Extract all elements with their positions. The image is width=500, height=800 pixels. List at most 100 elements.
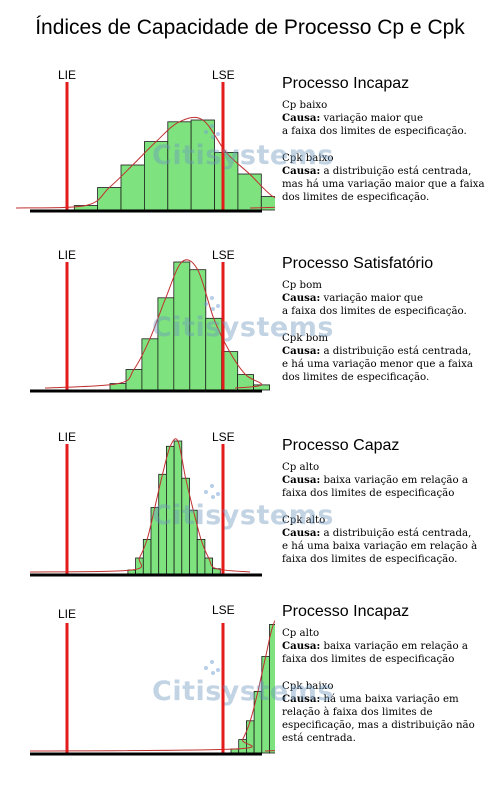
panel-heading: Processo Satisfatório <box>282 255 434 272</box>
cpk-status: Cpk baixo <box>282 681 334 692</box>
panel-description: Processo Incapaz Cp alto Causa: baixa va… <box>282 602 497 759</box>
cp-cause-line: a faixa dos limites de especificação. <box>282 126 467 137</box>
panel-incapaz-low-cp: LIE LSE Processo Incapaz Cp baixo Causa:… <box>0 60 500 250</box>
lse-label: LSE <box>212 430 235 444</box>
histogram-bar <box>173 261 191 391</box>
cause-label: Causa: <box>282 640 321 652</box>
page-title: Índices de Capacidade de Processo Cp e C… <box>35 16 465 39</box>
histogram-bar <box>120 164 145 211</box>
distribution-curve <box>15 116 275 209</box>
histogram-bar <box>173 440 183 575</box>
cpk-cause-line: dos limites de especificação. <box>282 372 430 383</box>
cause-label: Causa: <box>282 474 321 486</box>
cp-block: Cp alto Causa: baixa variação em relação… <box>282 461 497 500</box>
cp-cause-text: baixa variação em relação a <box>320 475 468 486</box>
lse-label: LSE <box>212 68 235 82</box>
histogram-bar <box>142 539 152 575</box>
cp-block: Cp alto Causa: baixa variação em relação… <box>282 627 497 666</box>
histogram-svg <box>15 82 275 213</box>
histogram-bar <box>269 623 275 754</box>
cp-cause-text: baixa variação em relação a <box>320 641 468 652</box>
distribution-curve <box>29 438 251 573</box>
histogram-bar <box>253 384 271 391</box>
lse-label: LSE <box>212 248 235 262</box>
cause-label: Causa: <box>282 345 321 357</box>
panel-satisfatorio: LIE LSE Processo Satisfatório Cp bom Cau… <box>0 242 500 432</box>
cpk-cause-line: Causa: a distribuição está centrada, <box>282 345 497 358</box>
cpk-cause-line: e há uma baixa variação em relação à <box>282 541 478 552</box>
cpk-block: Cpk alto Causa: a distribuição está cent… <box>282 514 497 566</box>
lie-label: LIE <box>58 430 77 444</box>
panel-description: Processo Satisfatório Cp bom Causa: vari… <box>282 254 497 398</box>
cause-label: Causa: <box>282 165 321 177</box>
cpk-cause-line: Causa: há uma baixa variação em <box>282 693 497 706</box>
lie-label: LIE <box>58 248 77 262</box>
cpk-cause-line: Causa: a distribuição está centrada, <box>282 165 497 178</box>
cpk-cause-text: a distribuição está centrada, <box>320 166 472 177</box>
cp-cause-line: Causa: variação maior que <box>282 292 497 305</box>
histogram-bar <box>190 119 215 211</box>
histogram-bar <box>97 187 122 211</box>
histogram-chart: LIE LSE <box>0 424 275 614</box>
cp-cause-line: a faixa dos limites de especificação. <box>282 306 467 317</box>
panel-heading: Processo Incapaz <box>282 75 410 92</box>
histogram-chart: LIE LSE <box>0 60 275 250</box>
cpk-cause-line: e há uma variação menor que a faixa <box>282 359 473 370</box>
histogram-bar <box>237 173 262 211</box>
cp-status: Cp alto <box>282 462 320 473</box>
histogram-bar <box>205 317 223 391</box>
cpk-cause-line: mas há uma variação maior que a faixa <box>282 179 485 190</box>
cpk-block: Cpk baixo Causa: a distribuição está cen… <box>282 152 497 204</box>
histogram-svg <box>30 259 271 393</box>
histogram-bar <box>189 269 207 391</box>
cause-label: Causa: <box>282 527 321 539</box>
cp-status: Cp baixo <box>282 100 328 111</box>
cpk-cause-line: dos limites de especificação. <box>282 192 430 203</box>
cpk-cause-line: faixa dos limites de especificação. <box>282 554 458 565</box>
lie-label: LIE <box>58 68 77 82</box>
distribution-curve <box>29 619 275 752</box>
histogram-chart: LIE LSE <box>0 600 275 790</box>
cp-cause-line: Causa: variação maior que <box>282 112 497 125</box>
histogram-svg <box>29 619 275 756</box>
distribution-curve <box>44 259 263 389</box>
histogram-bar <box>141 338 159 391</box>
panel-description: Processo Capaz Cp alto Causa: baixa vari… <box>282 436 497 580</box>
cpk-status: Cpk bom <box>282 333 329 344</box>
histogram-bar <box>158 473 167 575</box>
cp-status: Cp bom <box>282 280 322 291</box>
histogram-bar <box>196 539 206 575</box>
cpk-cause-line: Causa: a distribuição está centrada, <box>282 527 497 540</box>
cp-cause-text: variação maior que <box>320 293 423 304</box>
histogram-bar <box>181 477 190 575</box>
cpk-block: Cpk baixo Causa: há uma baixa variação e… <box>282 680 497 745</box>
cause-label: Causa: <box>282 112 321 124</box>
cp-cause-line: faixa dos limites de especificação <box>282 654 455 665</box>
cpk-status: Cpk baixo <box>282 153 334 164</box>
cpk-cause-text: a distribuição está centrada, <box>320 528 472 539</box>
lse-label: LSE <box>212 603 235 617</box>
panel-heading: Processo Capaz <box>282 437 400 454</box>
cpk-block: Cpk bom Causa: a distribuição está centr… <box>282 332 497 384</box>
cpk-cause-line: está centrada. <box>282 733 356 744</box>
cause-label: Causa: <box>282 693 321 705</box>
cp-cause-text: variação maior que <box>320 113 423 124</box>
panel-capaz: LIE LSE Processo Capaz Cp alto Causa: ba… <box>0 424 500 614</box>
cp-block: Cp baixo Causa: variação maior que a fai… <box>282 99 497 138</box>
lie-label: LIE <box>58 607 77 621</box>
cp-status: Cp alto <box>282 628 320 639</box>
panel-heading: Processo Incapaz <box>282 603 410 620</box>
cp-cause-line: Causa: baixa variação em relação a <box>282 640 497 653</box>
histogram-svg <box>29 438 262 577</box>
cp-block: Cp bom Causa: variação maior que a faixa… <box>282 279 497 318</box>
cpk-cause-text: a distribuição está centrada, <box>320 346 472 357</box>
cp-cause-line: Causa: baixa variação em relação a <box>282 474 497 487</box>
cause-label: Causa: <box>282 292 321 304</box>
panel-description: Processo Incapaz Cp baixo Causa: variaçã… <box>282 74 497 218</box>
panel-incapaz-low-cpk: LIE LSE Processo Incapaz Cp alto Causa: … <box>0 600 500 790</box>
cp-cause-line: faixa dos limites de especificação <box>282 488 455 499</box>
cpk-cause-line: relação à faixa dos limites de <box>282 707 433 718</box>
cpk-status: Cpk alto <box>282 515 326 526</box>
cpk-cause-text: há uma baixa variação em <box>320 694 459 705</box>
cpk-cause-line: especificação, mas a distribuição não <box>282 720 475 731</box>
